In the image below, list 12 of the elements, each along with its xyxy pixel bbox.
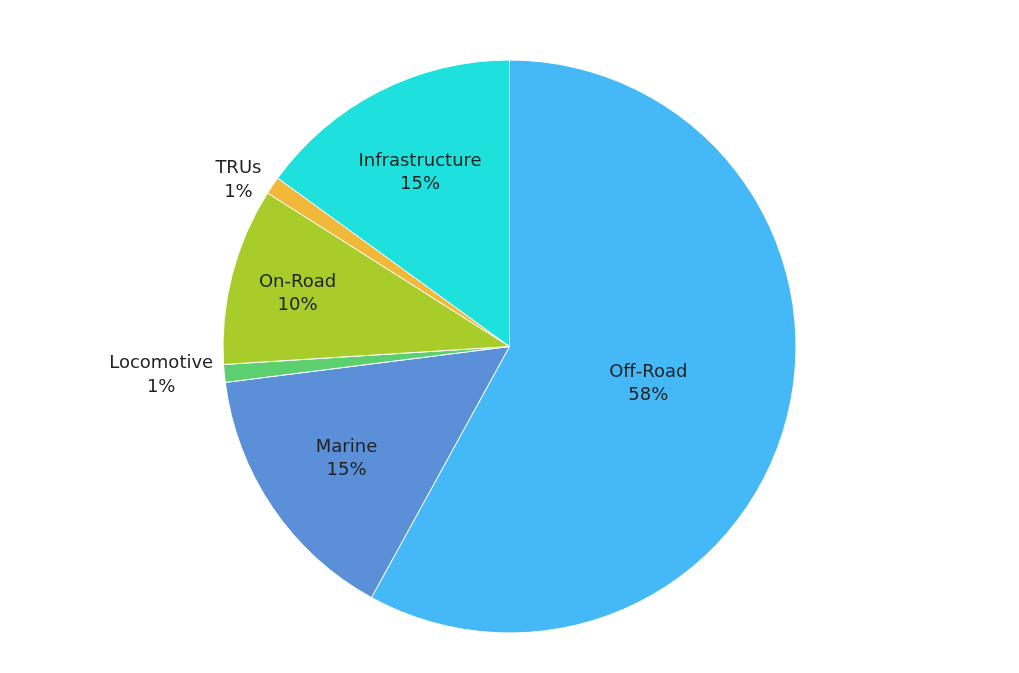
data-label: 15% xyxy=(326,458,367,480)
data-label: 1% xyxy=(146,374,176,396)
data-label: 15% xyxy=(400,172,441,194)
slice-label: TRUs xyxy=(214,156,262,178)
data-label: 1% xyxy=(224,179,253,201)
slice-label: On-Road xyxy=(258,269,337,291)
data-label: 10% xyxy=(277,293,318,315)
slice-label: Marine xyxy=(315,435,378,457)
data-label: 58% xyxy=(628,383,669,405)
slice-label: Infrastructure xyxy=(358,148,482,170)
slice-label: Locomotive xyxy=(109,351,214,373)
slice-label: Off-Road xyxy=(609,359,688,381)
